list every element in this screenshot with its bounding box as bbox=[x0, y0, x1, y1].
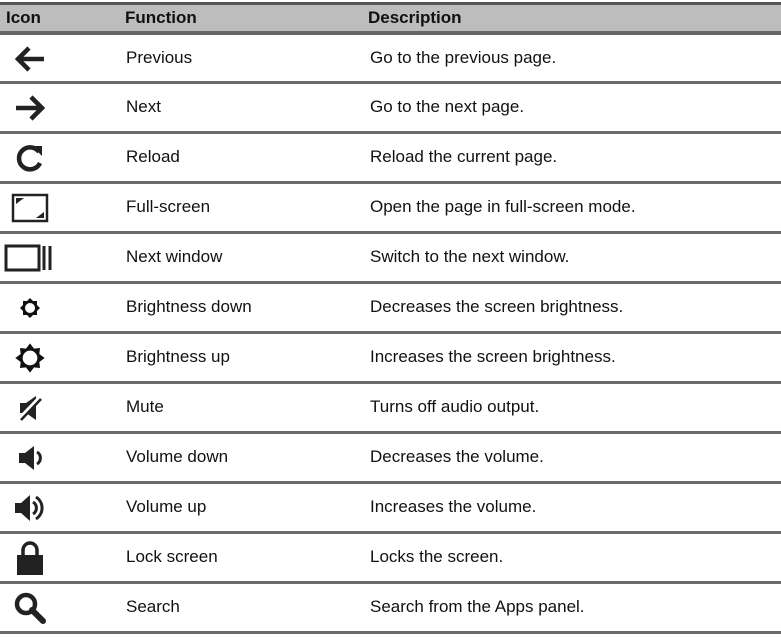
table-row: Previous Go to the previous page. bbox=[0, 35, 781, 84]
function-name: Brightness down bbox=[126, 297, 252, 316]
brightness-down-icon bbox=[0, 284, 60, 331]
function-name: Next bbox=[126, 97, 161, 116]
search-icon bbox=[0, 584, 60, 631]
function-description: Search from the Apps panel. bbox=[370, 597, 585, 616]
function-name: Mute bbox=[126, 397, 164, 416]
next-window-icon bbox=[0, 234, 60, 281]
fullscreen-icon bbox=[0, 184, 60, 231]
function-description: Increases the screen brightness. bbox=[370, 347, 616, 366]
function-description: Open the page in full-screen mode. bbox=[370, 197, 636, 216]
table-row: Mute Turns off audio output. bbox=[0, 384, 781, 434]
function-description: Go to the previous page. bbox=[370, 48, 557, 67]
table-row: Reload Reload the current page. bbox=[0, 134, 781, 184]
table-row: Lock screen Locks the screen. bbox=[0, 534, 781, 584]
brightness-up-icon bbox=[0, 334, 60, 381]
function-description: Locks the screen. bbox=[370, 547, 504, 566]
table-row: Full-screen Open the page in full-screen… bbox=[0, 184, 781, 234]
header-description: Description bbox=[368, 8, 462, 27]
function-name: Next window bbox=[126, 247, 223, 266]
table-row: Brightness up Increases the screen brigh… bbox=[0, 334, 781, 384]
table-row: Brightness down Decreases the screen bri… bbox=[0, 284, 781, 334]
function-name: Brightness up bbox=[126, 347, 230, 366]
function-name: Volume down bbox=[126, 447, 229, 466]
table-header: Icon Function Description bbox=[0, 2, 781, 35]
table-row: Next window Switch to the next window. bbox=[0, 234, 781, 284]
function-name: Previous bbox=[126, 48, 193, 67]
volume-down-icon bbox=[0, 434, 60, 481]
table-row: Search Search from the Apps panel. bbox=[0, 584, 781, 634]
table-row: Volume down Decreases the volume. bbox=[0, 434, 781, 484]
function-name: Full-screen bbox=[126, 197, 211, 216]
table-row: Next Go to the next page. bbox=[0, 84, 781, 134]
function-description: Go to the next page. bbox=[370, 97, 525, 116]
function-description: Turns off audio output. bbox=[370, 397, 540, 416]
arrow-left-icon bbox=[0, 35, 60, 82]
header-function: Function bbox=[125, 8, 197, 27]
function-description: Increases the volume. bbox=[370, 497, 537, 516]
mute-icon bbox=[0, 384, 60, 431]
function-description: Switch to the next window. bbox=[370, 247, 570, 266]
table-row: Volume up Increases the volume. bbox=[0, 484, 781, 534]
reload-icon bbox=[0, 134, 60, 181]
function-description: Decreases the screen brightness. bbox=[370, 297, 624, 316]
function-name: Volume up bbox=[126, 497, 207, 516]
function-name: Search bbox=[126, 597, 180, 616]
lock-icon bbox=[0, 534, 60, 581]
volume-up-icon bbox=[0, 484, 60, 531]
arrow-right-icon bbox=[0, 84, 60, 131]
function-description: Decreases the volume. bbox=[370, 447, 544, 466]
function-name: Lock screen bbox=[126, 547, 218, 566]
function-description: Reload the current page. bbox=[370, 147, 558, 166]
function-name: Reload bbox=[126, 147, 180, 166]
header-icon: Icon bbox=[6, 8, 41, 27]
